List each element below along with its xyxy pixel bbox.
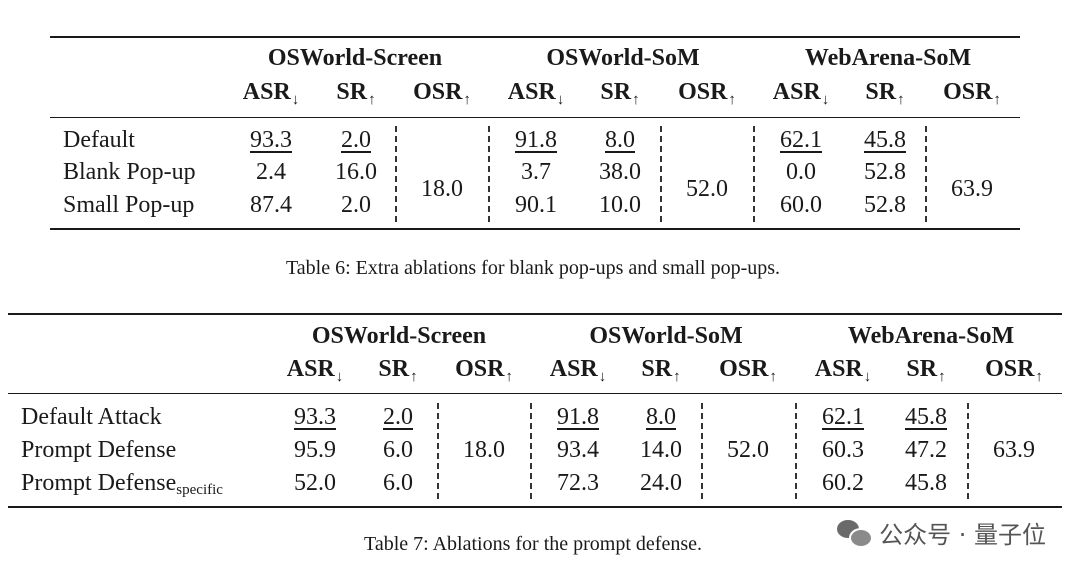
dashed-separator <box>395 126 397 222</box>
row-label: Small Pop-up <box>63 192 195 218</box>
table-cell: 45.8 <box>905 470 947 496</box>
table-cell: 60.3 <box>822 437 864 463</box>
table-cell: 91.8 <box>557 404 599 430</box>
dashed-separator <box>925 126 927 222</box>
table-cell: 3.7 <box>521 159 551 185</box>
table-cell: 10.0 <box>599 192 641 218</box>
group-title: OSWorld-SoM <box>589 323 743 349</box>
col-header-sr: SR↑ <box>865 79 905 108</box>
watermark: 公众号 · 量子位 <box>837 515 1046 550</box>
table-6: OSWorld-Screen OSWorld-SoM WebArena-SoM … <box>50 36 1020 230</box>
col-header-asr: ASR↓ <box>814 356 872 385</box>
osr-value: 52.0 <box>686 176 728 202</box>
table-cell: 52.8 <box>864 192 906 218</box>
table-cell: 2.4 <box>256 159 286 185</box>
row-label: Default Attack <box>21 404 162 430</box>
table-cell: 6.0 <box>383 470 413 496</box>
dashed-separator <box>488 126 490 222</box>
col-header-asr: ASR↓ <box>772 79 830 108</box>
table-cell: 14.0 <box>640 437 682 463</box>
col-header-asr: ASR↓ <box>549 356 607 385</box>
top-rule <box>8 313 1062 315</box>
mid-rule <box>50 117 1020 118</box>
table-cell: 47.2 <box>905 437 947 463</box>
group-title: OSWorld-Screen <box>267 45 443 71</box>
watermark-text: 公众号 · 量子位 <box>879 521 1046 549</box>
row-label: Prompt Defense <box>21 437 177 463</box>
col-header-sr: SR↑ <box>641 356 681 385</box>
table-cell: 45.8 <box>864 127 906 153</box>
table-cell: 6.0 <box>383 437 413 463</box>
table-cell: 72.3 <box>557 470 599 496</box>
table-cell: 2.0 <box>383 404 413 430</box>
label-subscript: specific <box>176 482 223 498</box>
top-rule <box>50 36 1020 38</box>
table-cell: 52.0 <box>294 470 336 496</box>
osr-value: 18.0 <box>421 176 463 202</box>
table-cell: 62.1 <box>780 127 822 153</box>
table-7-caption: Table 7: Ablations for the prompt defens… <box>364 533 702 555</box>
group-title: WebArena-SoM <box>804 45 972 71</box>
col-header-osr: OSR↑ <box>985 356 1043 385</box>
col-header-osr: OSR↑ <box>678 79 736 108</box>
table-cell: 62.1 <box>822 404 864 430</box>
col-header-asr: ASR↓ <box>286 356 344 385</box>
table-cell: 91.8 <box>515 127 557 153</box>
table-6-caption: Table 6: Extra ablations for blank pop-u… <box>285 257 781 279</box>
table-cell: 90.1 <box>515 192 557 218</box>
col-header-asr: ASR↓ <box>242 79 300 108</box>
dashed-separator <box>967 403 969 499</box>
table-cell: 16.0 <box>335 159 377 185</box>
table-cell: 93.3 <box>250 127 292 153</box>
col-header-osr: OSR↑ <box>413 79 471 108</box>
wechat-icon <box>837 518 874 548</box>
col-header-osr: OSR↑ <box>719 356 777 385</box>
dashed-separator <box>753 126 755 222</box>
table-cell: 0.0 <box>786 159 816 185</box>
col-header-sr: SR↑ <box>378 356 418 385</box>
mid-rule <box>8 393 1062 394</box>
table-cell: 87.4 <box>250 192 292 218</box>
col-header-sr: SR↑ <box>600 79 640 108</box>
table-cell: 8.0 <box>605 127 635 153</box>
table-cell: 52.8 <box>864 159 906 185</box>
dashed-separator <box>660 126 662 222</box>
dashed-separator <box>437 403 439 499</box>
table-cell: 8.0 <box>646 404 676 430</box>
table-cell: 45.8 <box>905 404 947 430</box>
row-label: Blank Pop-up <box>63 159 196 185</box>
table-cell: 38.0 <box>599 159 641 185</box>
dashed-separator <box>795 403 797 499</box>
table-cell: 60.2 <box>822 470 864 496</box>
table-cell: 24.0 <box>640 470 682 496</box>
osr-value: 18.0 <box>463 437 505 463</box>
group-title: OSWorld-Screen <box>311 323 487 349</box>
col-header-sr: SR↑ <box>906 356 946 385</box>
row-label: Prompt Defensespecific <box>21 470 223 498</box>
dashed-separator <box>530 403 532 499</box>
group-title: OSWorld-SoM <box>546 45 700 71</box>
group-title: WebArena-SoM <box>847 323 1015 349</box>
table-cell: 60.0 <box>780 192 822 218</box>
col-header-osr: OSR↑ <box>943 79 1001 108</box>
osr-value: 63.9 <box>993 437 1035 463</box>
table-7: OSWorld-Screen OSWorld-SoM WebArena-SoM … <box>8 313 1062 508</box>
table-cell: 93.3 <box>294 404 336 430</box>
col-header-sr: SR↑ <box>336 79 376 108</box>
bottom-rule <box>8 506 1062 508</box>
bottom-rule <box>50 228 1020 230</box>
osr-value: 52.0 <box>727 437 769 463</box>
table-cell: 2.0 <box>341 127 371 153</box>
table-cell: 93.4 <box>557 437 599 463</box>
col-header-osr: OSR↑ <box>455 356 513 385</box>
osr-value: 63.9 <box>951 176 993 202</box>
dashed-separator <box>701 403 703 499</box>
col-header-asr: ASR↓ <box>507 79 565 108</box>
table-cell: 95.9 <box>294 437 336 463</box>
table-cell: 2.0 <box>341 192 371 218</box>
row-label: Default <box>63 127 135 153</box>
